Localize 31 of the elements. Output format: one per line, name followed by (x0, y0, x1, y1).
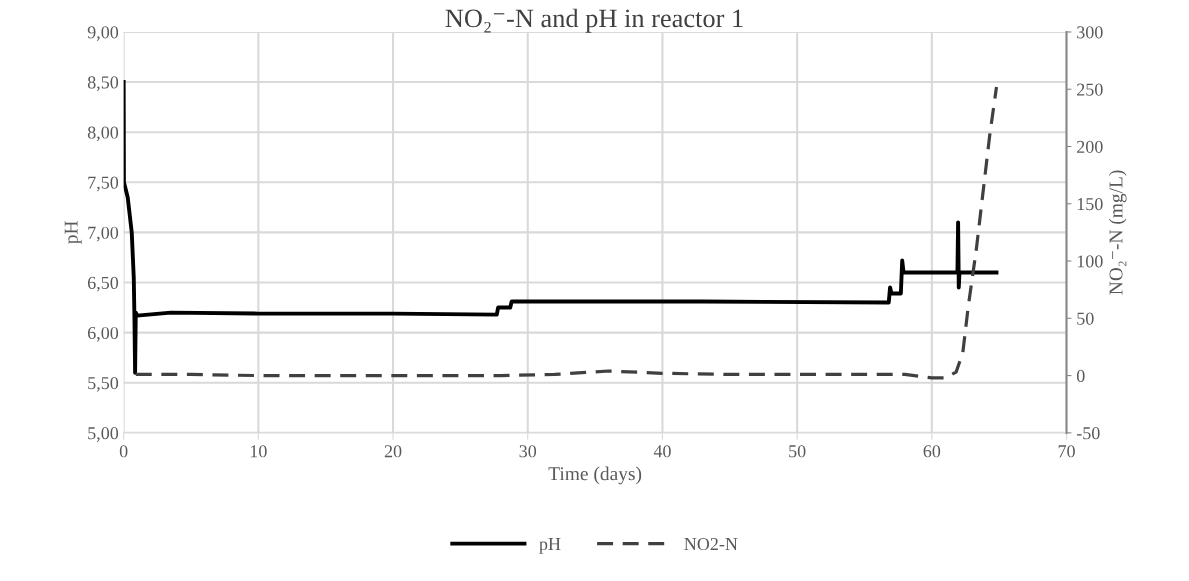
y-axis-title: pH (64, 221, 82, 244)
y2-tick-label: 200 (1077, 140, 1103, 153)
y-tick-label: 6,00 (87, 326, 119, 342)
x-tick-label: 0 (119, 445, 128, 458)
y-tick-label: 7,50 (88, 176, 119, 192)
y2-tick-label: 50 (1077, 312, 1094, 325)
y-tick-label: 5,50 (88, 376, 119, 392)
y2-tick-label: 150 (1077, 198, 1103, 211)
x-tick-label: 30 (519, 445, 537, 458)
chart-title: NO₂⁻-N and pH in reactor 1 (445, 8, 743, 33)
y-tick-label: 7,00 (88, 226, 119, 242)
y-tick-label: 5,00 (88, 427, 119, 442)
y2-tick-label: 0 (1076, 369, 1085, 383)
legend-label: pH (539, 538, 561, 554)
y-tick-label: 9,00 (87, 26, 119, 41)
legend-label: NO2-N (684, 537, 738, 551)
y2-tick-label: 250 (1077, 83, 1103, 96)
y-tick-label: 6,50 (87, 276, 119, 292)
y-tick-label: 8,50 (87, 76, 119, 92)
y2-axis-title: NO₂⁻-N (mg/L) (1108, 170, 1127, 295)
x-tick-label: 70 (1058, 445, 1075, 458)
x-tick-label: 20 (384, 445, 402, 458)
y2-tick-label: 300 (1077, 26, 1103, 39)
x-tick-label: 60 (923, 445, 941, 458)
y2-tick-label: -50 (1076, 427, 1100, 440)
x-tick-label: 40 (653, 445, 671, 458)
x-tick-label: 50 (789, 445, 806, 458)
y-tick-label: 8,00 (87, 126, 119, 142)
x-tick-label: 10 (250, 445, 267, 458)
x-axis-title: Time (days) (548, 466, 642, 485)
y2-tick-label: 100 (1077, 255, 1103, 268)
